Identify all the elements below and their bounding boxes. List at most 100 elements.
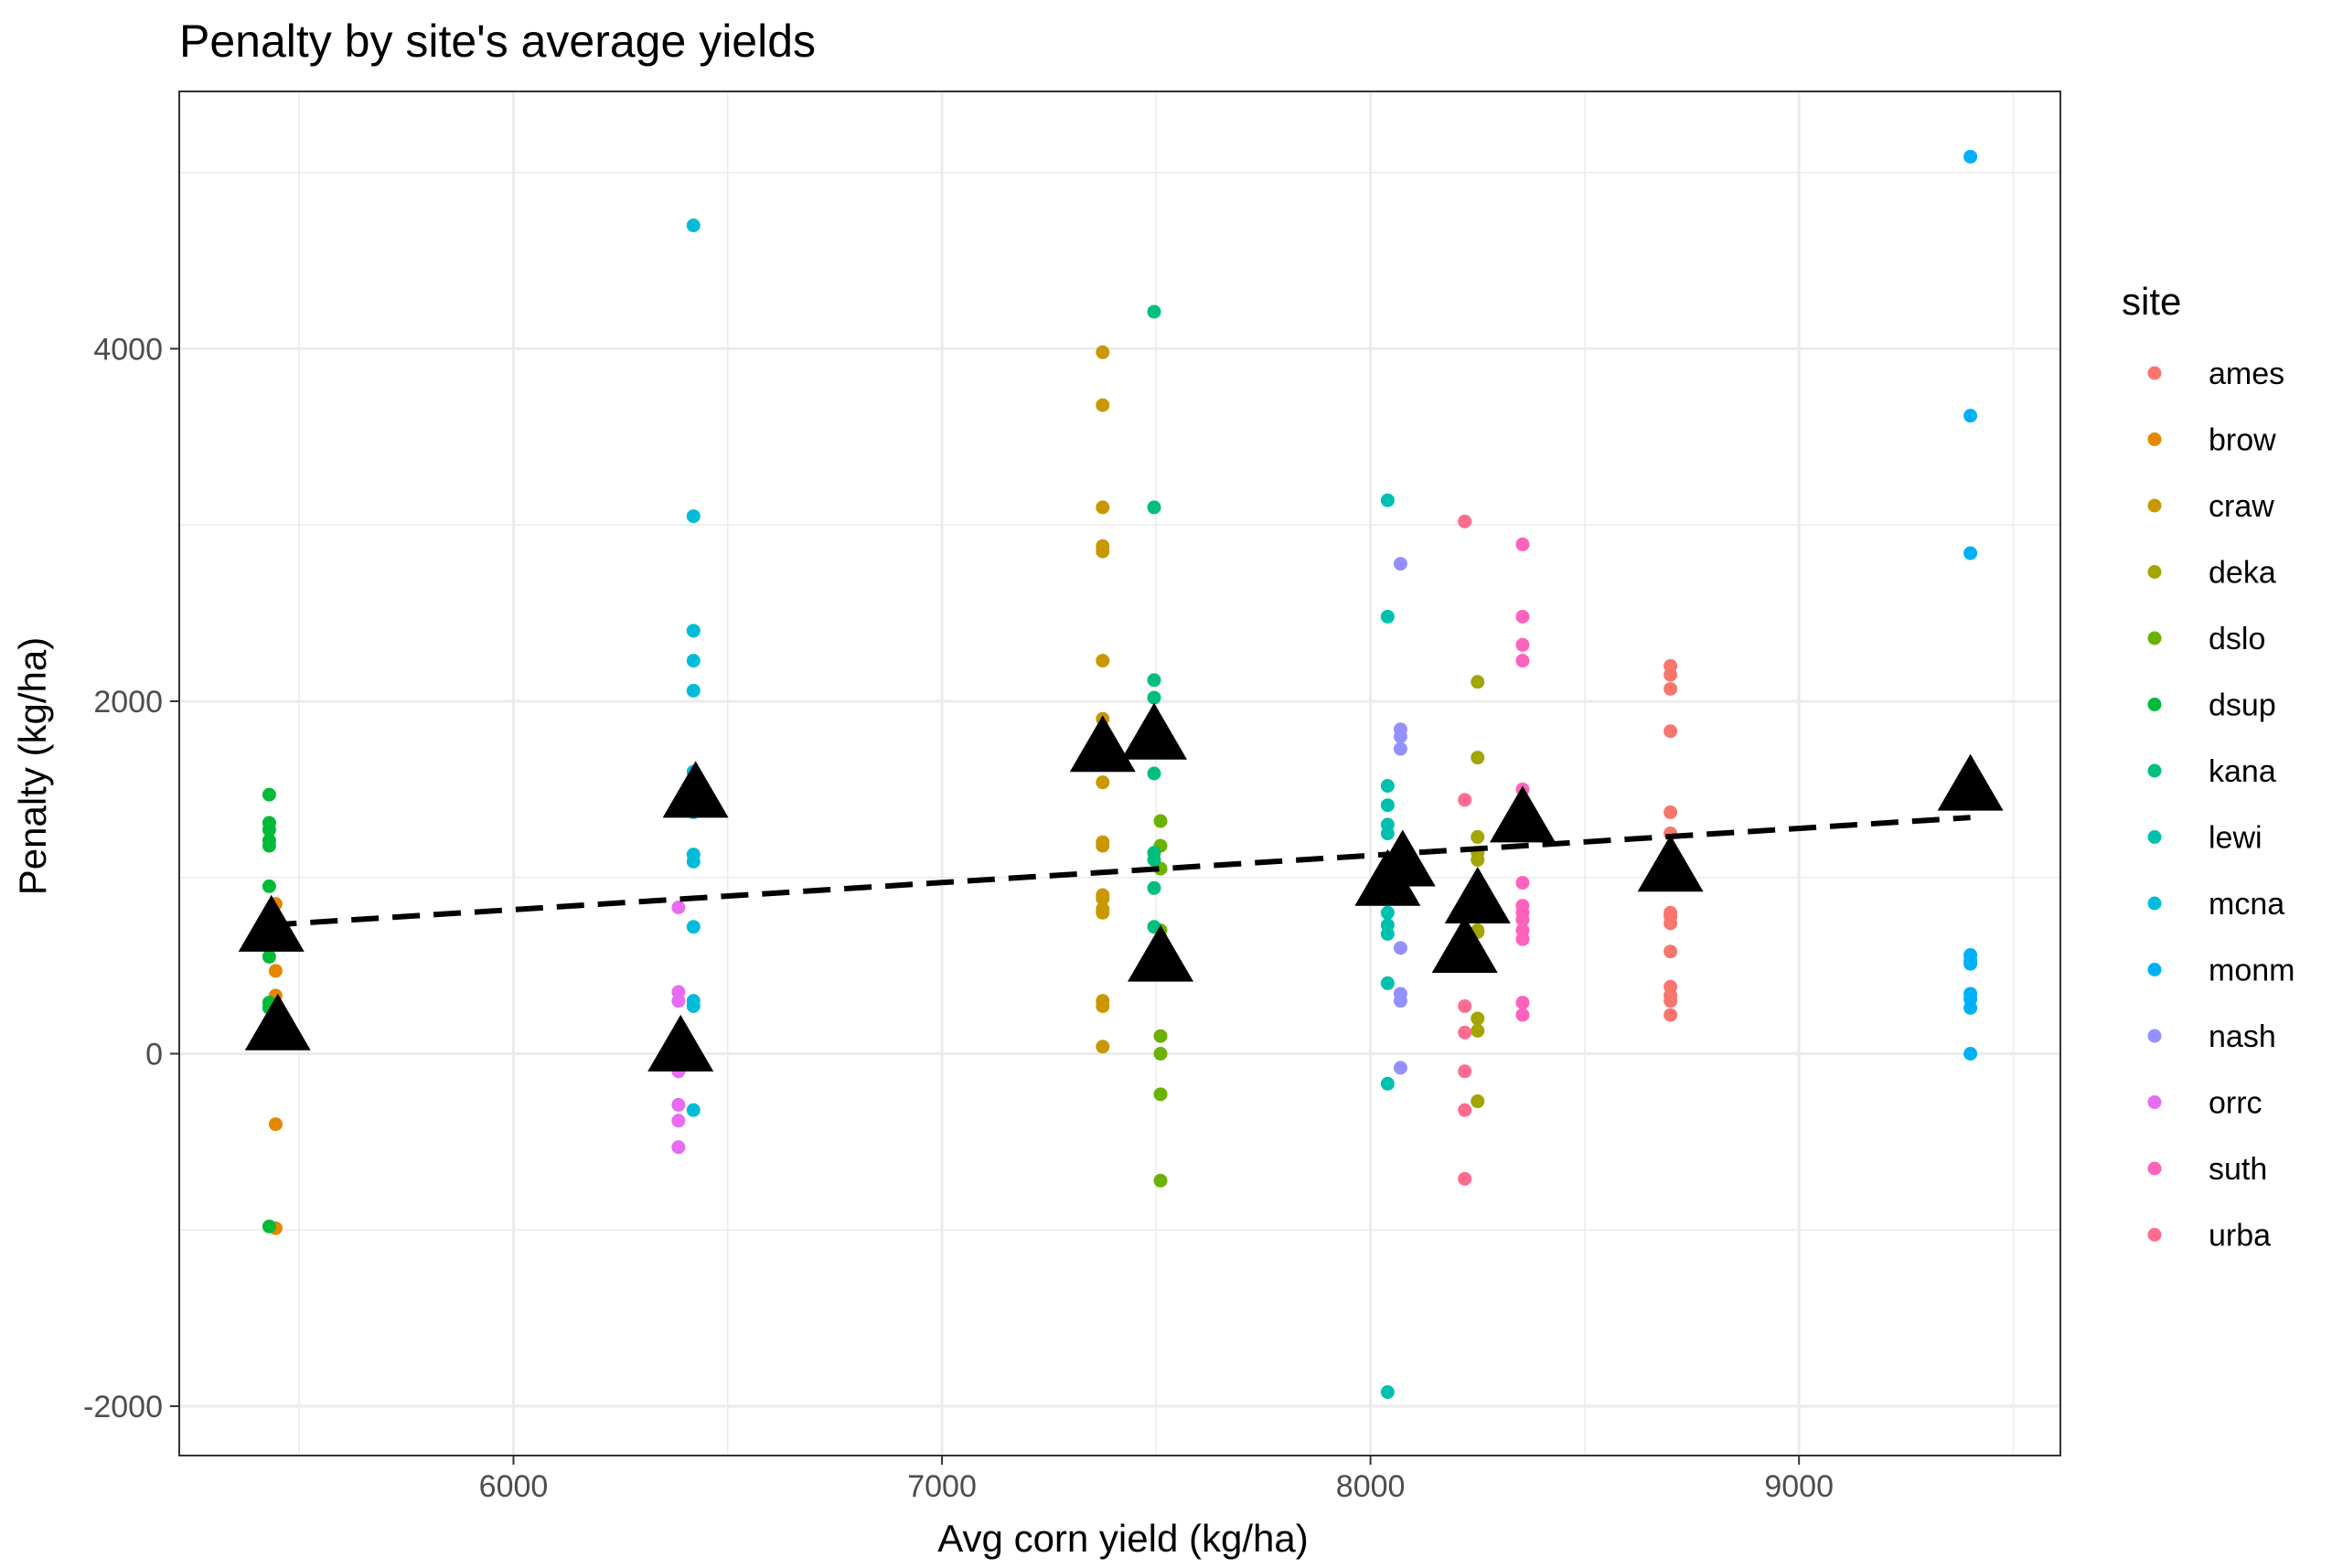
legend-key-urba bbox=[2147, 1228, 2162, 1242]
data-point-deka bbox=[1471, 675, 1485, 689]
data-point-lewi bbox=[1380, 778, 1395, 793]
data-point-nash bbox=[1393, 1061, 1407, 1075]
legend-key-deka bbox=[2147, 565, 2162, 579]
data-point-mcna bbox=[686, 1103, 701, 1117]
data-point-ames bbox=[1663, 994, 1678, 1008]
data-point-craw bbox=[1096, 905, 1110, 920]
legend-label-kana: kana bbox=[2209, 754, 2276, 789]
plot-background bbox=[179, 91, 2060, 1456]
data-point-dsup bbox=[262, 787, 276, 802]
data-point-orrc bbox=[671, 1114, 686, 1128]
legend-label-lewi: lewi bbox=[2209, 821, 2262, 856]
site-mean-marker bbox=[244, 993, 311, 1051]
legend-label-craw: craw bbox=[2209, 489, 2274, 524]
data-point-dsup bbox=[262, 838, 276, 853]
data-point-deka bbox=[1471, 751, 1485, 765]
data-point-brow bbox=[268, 1117, 283, 1132]
y-axis-title: Penalty (kg/ha) bbox=[11, 637, 54, 895]
plot-border bbox=[178, 91, 2061, 1456]
data-point-kana bbox=[1147, 766, 1161, 781]
legend-label-monm: monm bbox=[2209, 954, 2295, 988]
site-mean-marker bbox=[647, 1014, 714, 1072]
data-point-craw bbox=[1096, 1040, 1110, 1054]
y-tick-label: 2000 bbox=[93, 685, 163, 720]
chart-title: Penalty by site's average yields bbox=[179, 16, 816, 67]
legend-key-dslo bbox=[2147, 631, 2162, 645]
legend-key-craw bbox=[2147, 498, 2162, 513]
data-point-suth bbox=[1515, 1008, 1530, 1022]
site-mean-marker bbox=[1128, 924, 1194, 982]
data-point-orrc bbox=[671, 1097, 686, 1112]
legend-label-mcna: mcna bbox=[2209, 887, 2284, 922]
data-point-craw bbox=[1096, 654, 1110, 668]
data-point-kana bbox=[1147, 673, 1161, 688]
data-point-urba bbox=[1458, 1064, 1472, 1079]
data-point-mcna bbox=[686, 509, 701, 524]
data-point-dsup bbox=[262, 879, 276, 893]
data-point-mcna bbox=[686, 624, 701, 638]
plot-panel: 6000 7000 8000 9000 -2000 0 2000 4000 bbox=[83, 91, 2061, 1504]
data-point-urba bbox=[1458, 1025, 1472, 1040]
legend-key-dsup bbox=[2147, 698, 2162, 711]
data-point-nash bbox=[1393, 557, 1407, 571]
data-point-ames bbox=[1663, 805, 1678, 819]
x-tick-label: 9000 bbox=[1764, 1469, 1834, 1504]
data-point-orrc bbox=[671, 994, 686, 1008]
data-point-nash bbox=[1393, 730, 1407, 744]
site-mean-marker bbox=[238, 894, 305, 952]
data-point-craw bbox=[1096, 838, 1110, 853]
site-mean-marker bbox=[1120, 702, 1187, 760]
data-point-kana bbox=[1147, 690, 1161, 705]
x-axis-title: Avg corn yield (kg/ha) bbox=[937, 1517, 1308, 1560]
legend-label-dslo: dslo bbox=[2209, 622, 2265, 656]
data-point-lewi bbox=[1380, 976, 1395, 990]
data-point-mcna bbox=[686, 998, 701, 1013]
site-mean-marker bbox=[1937, 753, 2004, 811]
data-point-suth bbox=[1515, 876, 1530, 891]
legend-key-lewi bbox=[2147, 830, 2162, 844]
data-point-dslo bbox=[1153, 1087, 1168, 1102]
data-point-craw bbox=[1096, 500, 1110, 515]
x-tick-label: 6000 bbox=[479, 1469, 549, 1504]
legend-label-dsup: dsup bbox=[2209, 688, 2276, 723]
data-point-suth bbox=[1515, 637, 1530, 652]
data-point-monm bbox=[1963, 149, 1978, 164]
site-mean-marker bbox=[1637, 835, 1704, 892]
data-point-monm bbox=[1963, 956, 1978, 971]
legend-label-deka: deka bbox=[2209, 556, 2276, 591]
legend: ames brow craw deka dslo dsup kana lewi mcna monm… bbox=[2147, 357, 2295, 1253]
data-point-ames bbox=[1663, 944, 1678, 959]
legend-key-suth bbox=[2147, 1161, 2162, 1176]
data-point-urba bbox=[1458, 1171, 1472, 1186]
data-point-urba bbox=[1458, 793, 1472, 807]
data-point-urba bbox=[1458, 998, 1472, 1013]
data-point-deka bbox=[1471, 1094, 1485, 1109]
data-point-dsup bbox=[262, 949, 276, 964]
x-tick-label: 7000 bbox=[907, 1469, 977, 1504]
legend-label-brow: brow bbox=[2209, 423, 2276, 458]
legend-key-brow bbox=[2147, 432, 2162, 446]
legend-key-kana bbox=[2147, 763, 2162, 778]
data-point-suth bbox=[1515, 654, 1530, 668]
data-point-ames bbox=[1663, 681, 1678, 696]
data-point-dslo bbox=[1153, 1173, 1168, 1188]
site-mean-marker bbox=[1369, 829, 1436, 887]
data-point-nash bbox=[1393, 741, 1407, 756]
data-point-lewi bbox=[1380, 827, 1395, 841]
data-point-kana bbox=[1147, 852, 1161, 867]
data-point-monm bbox=[1963, 1046, 1978, 1061]
data-point-kana bbox=[1147, 304, 1161, 319]
legend-label-ames: ames bbox=[2209, 357, 2284, 391]
data-point-monm bbox=[1963, 546, 1978, 560]
data-point-craw bbox=[1096, 775, 1110, 790]
data-point-monm bbox=[1963, 1000, 1978, 1015]
data-point-suth bbox=[1515, 609, 1530, 624]
data-point-lewi bbox=[1380, 609, 1395, 624]
y-tick-label: 4000 bbox=[93, 332, 163, 367]
data-point-mcna bbox=[686, 219, 701, 233]
site-mean-marker bbox=[1489, 785, 1556, 843]
data-point-lewi bbox=[1380, 493, 1395, 507]
data-point-ames bbox=[1663, 916, 1678, 931]
data-point-lewi bbox=[1380, 926, 1395, 941]
